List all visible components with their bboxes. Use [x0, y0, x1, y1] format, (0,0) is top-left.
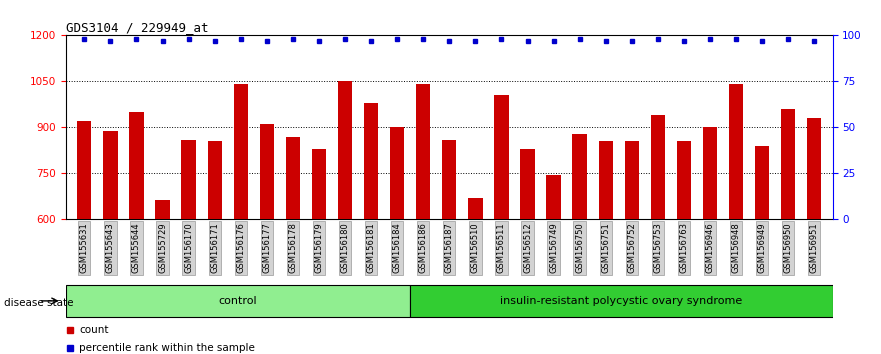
- Text: GSM156510: GSM156510: [470, 222, 480, 273]
- Text: GSM156946: GSM156946: [706, 222, 714, 273]
- Text: GSM156179: GSM156179: [315, 222, 323, 273]
- Text: GSM156184: GSM156184: [393, 222, 402, 273]
- Bar: [364, 103, 378, 219]
- Bar: [573, 133, 587, 219]
- Bar: [260, 124, 274, 219]
- Text: GSM156951: GSM156951: [810, 222, 818, 273]
- Text: GSM156177: GSM156177: [263, 222, 271, 273]
- Text: disease state: disease state: [4, 298, 74, 308]
- Bar: [233, 85, 248, 219]
- Bar: [468, 198, 483, 219]
- Bar: [729, 85, 744, 219]
- Bar: [390, 127, 404, 219]
- Bar: [521, 149, 535, 219]
- FancyBboxPatch shape: [66, 285, 410, 317]
- Text: GSM155631: GSM155631: [80, 222, 89, 273]
- Text: GSM156186: GSM156186: [418, 222, 428, 273]
- Text: GSM156170: GSM156170: [184, 222, 193, 273]
- Text: GSM156180: GSM156180: [341, 222, 350, 273]
- Bar: [755, 146, 769, 219]
- Bar: [155, 200, 170, 219]
- Bar: [625, 141, 639, 219]
- Text: count: count: [79, 325, 108, 335]
- Text: GSM156187: GSM156187: [445, 222, 454, 273]
- Text: GSM156948: GSM156948: [731, 222, 741, 273]
- Bar: [442, 140, 456, 219]
- Text: percentile rank within the sample: percentile rank within the sample: [79, 343, 255, 353]
- Text: GSM156512: GSM156512: [523, 222, 532, 273]
- Text: GSM156171: GSM156171: [211, 222, 219, 273]
- Text: GSM155643: GSM155643: [106, 222, 115, 273]
- Bar: [781, 109, 796, 219]
- Bar: [703, 127, 717, 219]
- Text: GSM156176: GSM156176: [236, 222, 245, 273]
- Bar: [312, 149, 326, 219]
- Text: GSM156752: GSM156752: [627, 222, 636, 273]
- Bar: [416, 85, 431, 219]
- Bar: [285, 137, 300, 219]
- Text: GSM156181: GSM156181: [366, 222, 375, 273]
- Bar: [598, 141, 613, 219]
- Bar: [208, 141, 222, 219]
- Text: GSM155644: GSM155644: [132, 222, 141, 273]
- Text: control: control: [218, 296, 257, 306]
- Text: insulin-resistant polycystic ovary syndrome: insulin-resistant polycystic ovary syndr…: [500, 296, 742, 306]
- Bar: [103, 131, 117, 219]
- Bar: [337, 81, 352, 219]
- Text: GSM156749: GSM156749: [549, 222, 558, 273]
- Text: GSM156751: GSM156751: [601, 222, 611, 273]
- Bar: [494, 95, 508, 219]
- Text: GSM156178: GSM156178: [288, 222, 298, 273]
- Bar: [181, 140, 196, 219]
- Text: GSM156750: GSM156750: [575, 222, 584, 273]
- Bar: [78, 121, 92, 219]
- Text: GSM156950: GSM156950: [784, 222, 793, 273]
- Text: GSM156949: GSM156949: [758, 222, 766, 273]
- Bar: [651, 115, 665, 219]
- Text: GSM156763: GSM156763: [679, 222, 688, 273]
- Text: GSM155729: GSM155729: [158, 222, 167, 273]
- FancyBboxPatch shape: [410, 285, 833, 317]
- Bar: [546, 175, 561, 219]
- Bar: [130, 112, 144, 219]
- Text: GSM156753: GSM156753: [654, 222, 663, 273]
- Text: GDS3104 / 229949_at: GDS3104 / 229949_at: [66, 21, 209, 34]
- Bar: [677, 141, 691, 219]
- Bar: [807, 118, 821, 219]
- Text: GSM156511: GSM156511: [497, 222, 506, 273]
